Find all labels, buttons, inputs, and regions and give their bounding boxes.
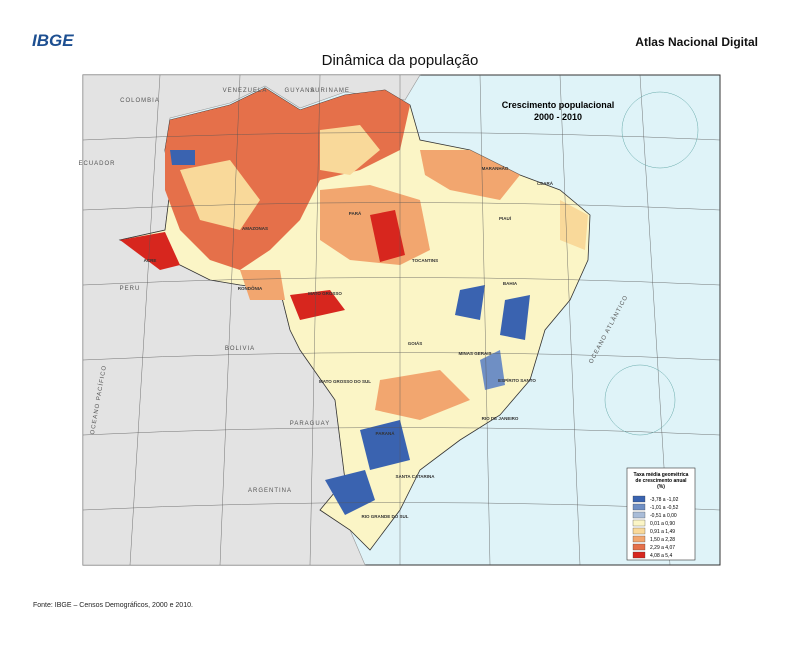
legend-swatch — [632, 519, 646, 527]
country-label: ECUADOR — [78, 161, 115, 167]
island-inset — [621, 91, 699, 169]
country-label: PERU — [120, 286, 141, 292]
legend-swatch — [632, 495, 646, 503]
state-label: PIAUÍ — [499, 214, 512, 221]
legend-swatch — [632, 527, 646, 535]
state-label: MATO GROSSO — [308, 291, 342, 296]
country-label: BOLIVIA — [225, 346, 255, 352]
state-label: RIO GRANDE DO SUL — [361, 514, 408, 519]
state-label: MARANHÃO — [482, 165, 509, 171]
state-label: MINAS GERAIS — [458, 351, 491, 356]
logo: IBGE — [32, 31, 74, 50]
country-label: ARGENTINA — [248, 488, 292, 494]
state-label: MATO GROSSO DO SUL — [319, 379, 371, 384]
state-label: RONDÔNIA — [238, 284, 263, 291]
country-label: VENEZUELA — [223, 88, 268, 94]
legend-swatch — [632, 511, 646, 519]
legend-swatch — [632, 551, 646, 559]
country-label: GUYANA — [285, 88, 316, 94]
state-label: CEARÁ — [537, 180, 554, 186]
state-label: BAHIA — [503, 281, 518, 286]
state-label: ESPÍRITO SANTO — [498, 376, 536, 383]
legend-label: 1,50 a 2,28 — [650, 537, 675, 543]
legend-label: 2,29 a 4,07 — [650, 545, 675, 551]
state-label: RIO DE JANEIRO — [482, 416, 519, 421]
legend-label: -3,78 a -1,02 — [650, 497, 679, 503]
state-label: ACRE — [144, 258, 157, 263]
source: Fonte: IBGE – Censos Demográficos, 2000 … — [33, 602, 193, 609]
atlas-name: Atlas Nacional Digital — [635, 35, 758, 49]
state-label: GOIÁS — [408, 340, 423, 346]
map-title: Crescimento populacional — [502, 100, 615, 110]
state-label: PARÁ — [349, 210, 362, 216]
state-label: SANTA CATARINA — [395, 474, 435, 479]
growth-regions — [120, 88, 588, 515]
state-label: PARANÁ — [376, 430, 396, 436]
legend-label: 0,91 a 1,49 — [650, 529, 675, 535]
graticule — [82, 74, 721, 566]
map-subtitle: 2000 - 2010 — [534, 112, 582, 122]
page-title: Dinâmica da população — [321, 52, 479, 69]
state-label: TOCANTINS — [412, 258, 438, 263]
legend-swatch — [632, 503, 646, 511]
legend-swatch — [632, 535, 646, 543]
legend-swatch — [632, 543, 646, 551]
legend-label: -0,51 a 0,00 — [650, 513, 677, 519]
legend-label: 0,01 a 0,90 — [650, 521, 675, 527]
legend-title: Taxa média geométrica de crescimento anua… — [634, 472, 689, 490]
state-label: AMAZONAS — [242, 226, 268, 231]
country-label: SURINAME — [310, 88, 350, 94]
legend-label: -1,01 a -0,52 — [650, 505, 679, 511]
country-label: PARAGUAY — [290, 421, 330, 427]
legend: Taxa média geométrica de crescimento anua… — [626, 467, 696, 561]
island-inset — [604, 364, 676, 436]
legend-label: 4,08 a 5,4 — [650, 553, 672, 559]
country-label: COLOMBIA — [120, 98, 160, 104]
